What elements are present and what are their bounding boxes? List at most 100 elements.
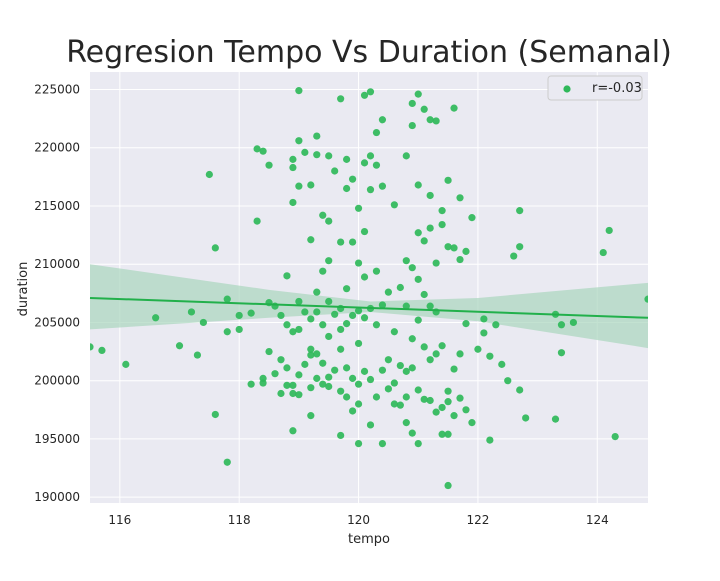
- scatter-point: [265, 161, 273, 169]
- scatter-point: [414, 181, 422, 189]
- scatter-point: [366, 375, 375, 384]
- scatter-point: [432, 350, 440, 358]
- scatter-point: [289, 381, 297, 389]
- scatter-point: [462, 247, 470, 255]
- scatter-point: [343, 320, 351, 328]
- scatter-point: [295, 371, 303, 379]
- scatter-point: [253, 217, 261, 225]
- scatter-point: [438, 430, 446, 438]
- scatter-point: [348, 238, 357, 246]
- x-tick-label: 118: [228, 513, 251, 527]
- scatter-point: [277, 389, 285, 398]
- scatter-point: [360, 314, 369, 322]
- scatter-point: [390, 379, 398, 387]
- scatter-point: [474, 345, 482, 353]
- scatter-point: [426, 191, 434, 200]
- scatter-point: [384, 385, 392, 393]
- scatter-point: [283, 381, 291, 389]
- scatter-point: [301, 308, 309, 316]
- scatter-point: [408, 335, 416, 343]
- scatter-point: [408, 429, 416, 437]
- regression-line: [89, 296, 649, 319]
- scatter-point: [354, 380, 363, 388]
- scatter-point: [301, 148, 309, 156]
- scatter-point: [426, 116, 434, 124]
- scatter-point: [331, 310, 339, 318]
- scatter-point: [283, 364, 291, 372]
- scatter-point: [360, 91, 369, 99]
- scatter-point: [420, 395, 428, 403]
- scatter-point: [402, 152, 410, 160]
- scatter-point: [468, 419, 476, 427]
- scatter-point: [313, 350, 321, 358]
- scatter-point: [325, 152, 333, 160]
- scatter-point: [307, 412, 315, 420]
- y-tick-label: 225000: [34, 82, 80, 96]
- scatter-point: [331, 167, 339, 175]
- scatter-point: [277, 356, 285, 364]
- scatter-point: [319, 321, 327, 329]
- scatter-point: [378, 439, 387, 448]
- scatter-point: [372, 393, 381, 401]
- scatter-point: [307, 351, 315, 359]
- scatter-point: [414, 229, 422, 237]
- scatter-point: [325, 373, 333, 381]
- scatter-point: [360, 367, 369, 375]
- scatter-point: [420, 343, 428, 351]
- scatter-point: [456, 255, 464, 264]
- scatter-point: [289, 328, 297, 336]
- y-tick-label: 205000: [34, 315, 80, 329]
- scatter-point: [307, 345, 315, 353]
- scatter-point: [199, 318, 207, 327]
- scatter-point: [408, 264, 416, 272]
- scatter-point: [354, 204, 363, 212]
- scatter-point: [426, 396, 434, 405]
- scatter-point: [557, 321, 566, 329]
- scatter-point: [337, 387, 345, 395]
- scatter-point: [337, 238, 345, 246]
- scatter-point: [551, 415, 560, 423]
- scatter-point: [319, 359, 327, 367]
- scatter-point: [366, 421, 375, 429]
- scatter-point: [295, 87, 303, 95]
- scatter-point: [319, 380, 327, 388]
- scatter-point: [516, 207, 524, 215]
- scatter-point: [360, 273, 369, 281]
- scatter-point: [420, 290, 428, 299]
- scatter-point: [414, 386, 422, 394]
- y-axis-label: duration: [16, 262, 31, 317]
- scatter-point: [378, 182, 387, 190]
- scatter-point: [426, 224, 434, 232]
- scatter-point: [402, 393, 410, 401]
- scatter-point: [223, 328, 231, 336]
- scatter-point: [396, 401, 404, 409]
- scatter-point: [354, 339, 363, 348]
- scatter-point: [390, 201, 398, 209]
- scatter-point: [408, 99, 416, 108]
- scatter-point: [331, 366, 339, 374]
- scatter-point: [343, 364, 351, 372]
- scatter-point: [504, 377, 512, 385]
- scatter-point: [289, 427, 297, 435]
- scatter-point: [343, 285, 351, 293]
- scatter-point: [444, 398, 452, 406]
- scatter-point: [295, 182, 303, 190]
- scatter-point: [325, 297, 333, 306]
- scatter-point: [319, 211, 327, 219]
- scatter-point: [444, 481, 452, 490]
- scatter-point: [438, 207, 446, 215]
- scatter-point: [426, 302, 434, 310]
- scatter-point: [456, 194, 464, 202]
- scatter-point: [480, 329, 488, 337]
- scatter-point: [354, 259, 363, 267]
- scatter-point: [325, 217, 333, 225]
- y-tick-label: 210000: [34, 257, 80, 271]
- scatter-point: [468, 214, 476, 222]
- scatter-point: [337, 325, 345, 334]
- y-tick-label: 190000: [34, 490, 80, 504]
- scatter-point: [420, 105, 428, 113]
- scatter-point: [325, 332, 333, 341]
- x-axis-label: tempo: [348, 532, 390, 547]
- scatter-point: [498, 360, 506, 368]
- y-tick-label: 195000: [34, 432, 80, 446]
